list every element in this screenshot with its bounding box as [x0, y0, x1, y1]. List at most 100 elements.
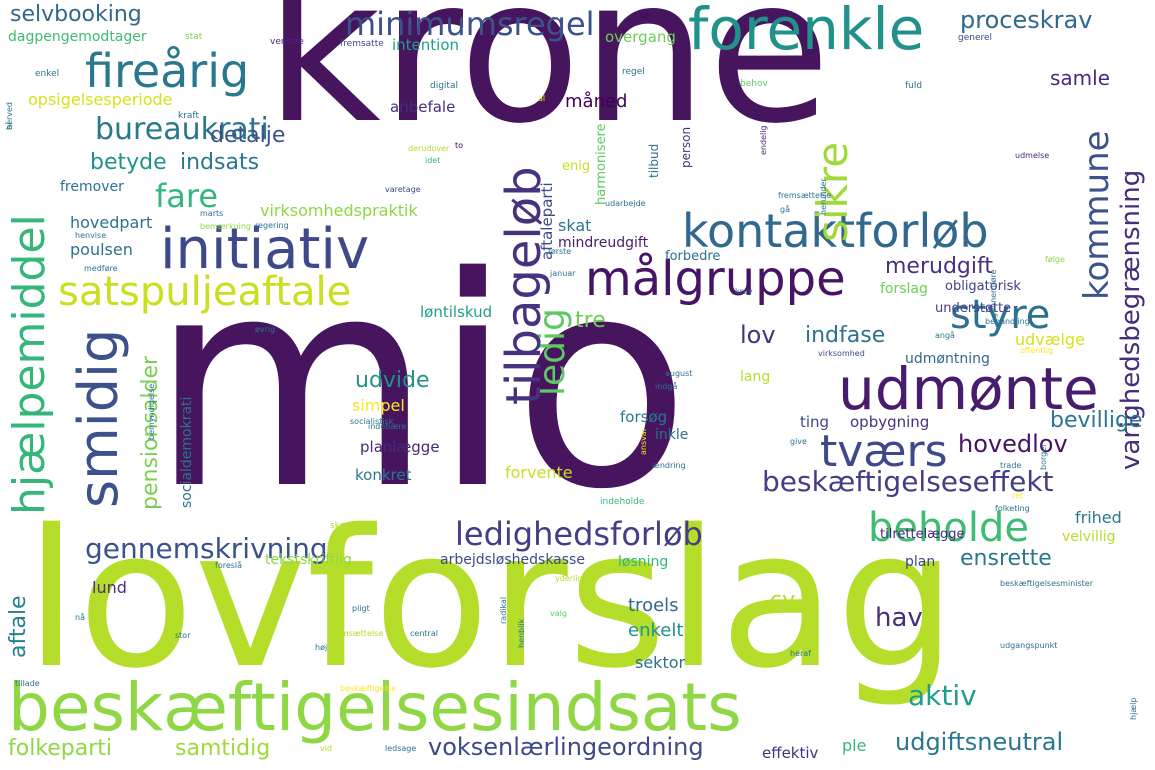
- word: angå: [935, 331, 955, 340]
- word: virksomhed: [818, 349, 865, 358]
- word: ledsage: [385, 744, 417, 753]
- word: give: [790, 437, 807, 446]
- word: fireårig: [85, 44, 250, 98]
- word: satspuljeaftale: [58, 269, 352, 315]
- word: endelig: [759, 125, 768, 155]
- word: udmønte: [838, 355, 1099, 423]
- word: hjælpemiddel: [4, 214, 55, 515]
- word: hovedlov: [958, 430, 1068, 458]
- word: fremsættelse: [330, 629, 384, 638]
- word: ple: [842, 736, 867, 755]
- word: lovforslag: [25, 489, 957, 710]
- word: regel: [622, 67, 645, 77]
- word: poulsen: [70, 240, 133, 259]
- word: al: [538, 94, 546, 103]
- word: intention: [392, 36, 460, 54]
- word: indeholde: [600, 497, 645, 507]
- word: betyde: [90, 150, 167, 175]
- word: krav: [735, 287, 753, 296]
- word: socialdemokrati: [179, 396, 195, 508]
- word: fremsættelse: [778, 191, 832, 200]
- word: kraft: [178, 111, 199, 121]
- word: lang: [740, 369, 771, 385]
- word: troels: [628, 595, 679, 616]
- word: gennemskrivning: [85, 532, 328, 565]
- word: opsigelsesperiode: [28, 90, 173, 109]
- word: ændring: [652, 461, 686, 470]
- word: beskæftigelsesindsats: [8, 669, 742, 746]
- word: udarbejde: [605, 199, 646, 208]
- word: beskæftigelsesminister: [1000, 579, 1093, 588]
- word: målgruppe: [585, 251, 846, 307]
- word: tillade: [15, 679, 40, 688]
- word: obligatorisk: [945, 279, 1021, 294]
- word: bemærkning: [200, 222, 252, 231]
- word: overgang: [605, 28, 676, 46]
- word: skønne: [330, 521, 363, 531]
- word: bureaukrati: [95, 112, 269, 147]
- word: henvise: [75, 231, 107, 240]
- word: følge: [1045, 255, 1065, 264]
- word: marts: [200, 209, 224, 218]
- word: indgå: [655, 382, 678, 391]
- word: mindreudgift: [558, 235, 649, 251]
- word: gennemføre: [989, 269, 998, 318]
- word: øvrig: [255, 325, 276, 334]
- word: detalje: [210, 123, 286, 148]
- word: behandling: [985, 317, 1030, 326]
- word: tilbud: [647, 143, 661, 178]
- word: to: [455, 141, 464, 150]
- word: kommune: [1077, 130, 1117, 300]
- word: regering: [255, 221, 289, 230]
- word: kontaktforløb: [682, 204, 989, 258]
- word: hovedpart: [70, 213, 153, 232]
- word: anbefale: [390, 98, 456, 116]
- word: forslag: [880, 281, 928, 297]
- word: offentlig: [1020, 346, 1054, 355]
- word: valg: [550, 609, 567, 618]
- word: digital: [430, 81, 458, 91]
- word: proceskrav: [960, 6, 1093, 34]
- word: initiativ: [160, 217, 370, 282]
- word: enkelt: [628, 620, 684, 641]
- word: tilrettelægge: [880, 527, 965, 542]
- word: venstre: [270, 37, 304, 47]
- word: fremsatte: [340, 39, 384, 49]
- word: herunder: [819, 178, 828, 215]
- word: forvente: [505, 463, 573, 482]
- word: aftale: [6, 595, 31, 658]
- word: ansvar: [639, 427, 648, 455]
- word: udgangspunkt: [1000, 641, 1058, 650]
- word: krone: [265, 0, 831, 168]
- word: samtidig: [175, 736, 271, 761]
- word: foreslå: [215, 561, 243, 570]
- word: enkel: [35, 69, 60, 79]
- word: bevillige: [1050, 408, 1143, 433]
- word: tværs: [820, 426, 948, 477]
- word: inkle: [655, 427, 689, 443]
- word: udmelse: [1015, 151, 1050, 160]
- word: folketing: [995, 504, 1030, 513]
- word: gå: [780, 205, 790, 214]
- word: stor: [175, 631, 191, 640]
- word: skat: [558, 216, 592, 235]
- word: tre: [575, 308, 606, 333]
- word: medføre: [84, 264, 118, 273]
- word: udgiftsneutral: [895, 728, 1064, 756]
- word: ting: [800, 413, 830, 431]
- word: løsning: [618, 554, 669, 570]
- word: styre: [950, 292, 1051, 338]
- word: fremover: [60, 179, 124, 195]
- word: august: [665, 369, 693, 378]
- word: udmøntning: [905, 351, 990, 367]
- word: aktiv: [908, 679, 977, 712]
- word: tekstskriftlig: [265, 552, 352, 568]
- word: bemyndigelse: [147, 383, 156, 440]
- word: lov: [740, 321, 776, 349]
- word: generel: [958, 33, 993, 43]
- word: fuld: [905, 81, 923, 91]
- word: dagpengemodtager: [8, 29, 147, 45]
- word: radikal: [499, 596, 508, 624]
- word: fare: [155, 177, 219, 215]
